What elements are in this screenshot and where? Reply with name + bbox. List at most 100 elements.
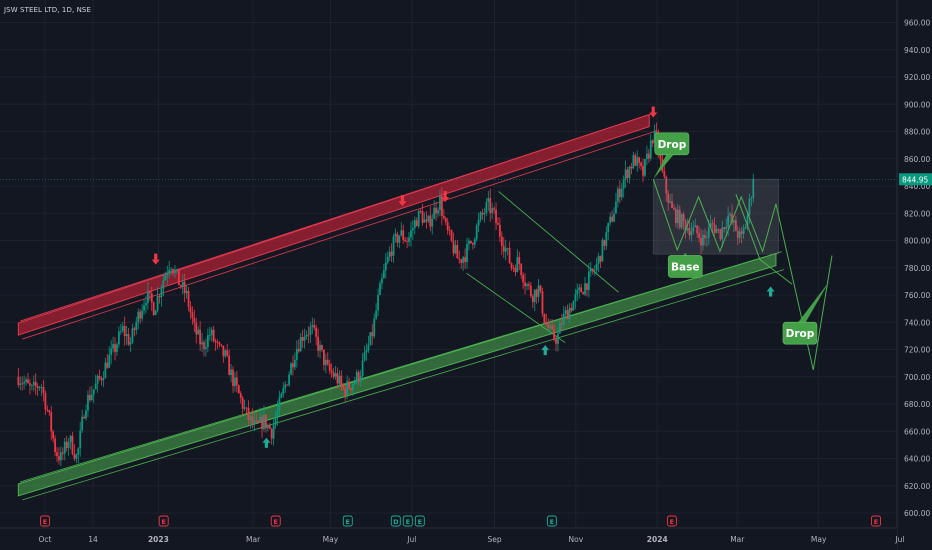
candle-down [682, 214, 685, 221]
candle-up [32, 381, 35, 386]
time-axis[interactable]: Oct 14 2023 Mar May Jul Sep Nov 2024 Mar May Jul [0, 527, 905, 550]
candle-up [110, 348, 113, 355]
candle-down [671, 201, 673, 208]
candle-up [605, 232, 608, 246]
candle-up [208, 335, 211, 336]
symbol-header[interactable]: JSW STEEL LTD, 1D, NSE [4, 6, 91, 14]
earnings-marker[interactable]: D [390, 515, 401, 527]
candle-down [731, 213, 733, 223]
candle-up [131, 328, 134, 343]
candle-up [305, 334, 308, 337]
candle-down [396, 233, 399, 243]
candle-down [133, 328, 136, 330]
candle-up [185, 290, 188, 294]
candle-up [410, 230, 412, 238]
earnings-marker-box [402, 515, 413, 527]
candle-down [214, 340, 217, 343]
candle-up [77, 448, 80, 455]
candle-up [164, 275, 167, 281]
resistance-channel-outer-line [22, 130, 658, 340]
candle-down [123, 326, 126, 337]
candle-down [665, 176, 668, 194]
last-price-badge[interactable]: 844.95 [899, 173, 932, 186]
candle-up [589, 268, 592, 272]
candle-up [266, 424, 269, 429]
earnings-marker[interactable]: E [666, 515, 677, 527]
candle-down [675, 209, 677, 224]
candle-down [336, 373, 339, 384]
red-arrow-3 [441, 190, 450, 202]
candle-down [642, 165, 644, 176]
candle-up [392, 236, 395, 256]
callout-1[interactable]: Drop [653, 132, 690, 180]
candle-up [40, 387, 43, 388]
candle-down [531, 296, 534, 303]
candle-up [59, 452, 62, 461]
callout-3[interactable]: Drop [782, 281, 830, 345]
earnings-marker[interactable]: E [270, 515, 281, 527]
candle-down [402, 230, 405, 240]
price-tick-label: 900.00 [904, 100, 930, 109]
candle-down [21, 383, 24, 385]
candle-up [334, 373, 337, 377]
candle-up [174, 270, 176, 274]
earnings-marker[interactable]: E [402, 515, 413, 527]
candle-up [382, 270, 385, 279]
candle-up [23, 381, 26, 384]
candle-down [237, 385, 240, 394]
earnings-marker[interactable]: E [342, 515, 353, 527]
price-axis[interactable]: 960.00 940.00 920.00 900.00 880.00 860.00 840.… [896, 0, 932, 550]
candle-down [415, 220, 418, 227]
candle-up [752, 179, 755, 199]
candle-up [680, 214, 683, 228]
candle-up [733, 220, 735, 223]
candle-up [102, 378, 105, 381]
earnings-marker[interactable]: E [546, 515, 557, 527]
candle-up [234, 377, 236, 387]
callout-2[interactable]: Base [667, 252, 703, 278]
candle-up [352, 384, 354, 390]
candle-up [572, 301, 575, 311]
candle-down [239, 393, 242, 398]
candle-down [106, 362, 109, 368]
price-tick-label: 640.00 [904, 455, 930, 464]
candle-down [321, 345, 323, 350]
candle-down [450, 230, 453, 241]
green-arrow-3 [766, 286, 775, 297]
candle-up [168, 269, 171, 274]
earnings-marker-box [342, 515, 353, 527]
green-arrow-2-head [541, 345, 550, 351]
earnings-marker-box [414, 515, 425, 527]
earnings-marker[interactable]: E [40, 515, 50, 527]
candle-up [644, 159, 646, 176]
candle-up [274, 418, 277, 426]
earnings-marker[interactable]: E [871, 515, 881, 527]
earnings-marker-label: E [274, 518, 278, 526]
time-axis-bg [0, 528, 897, 550]
candle-up [75, 454, 78, 459]
candle-up [417, 210, 420, 227]
earnings-marker[interactable]: E [158, 515, 169, 527]
candle-up [293, 359, 296, 368]
candle-down [446, 222, 449, 231]
candle-up [141, 310, 144, 319]
candle-down [688, 227, 691, 236]
candle-up [646, 153, 648, 160]
candle-up [707, 227, 710, 238]
candle-down [452, 240, 455, 254]
candle-up [636, 157, 639, 166]
candle-up [613, 213, 615, 222]
candle-down [247, 407, 250, 421]
candle-down [528, 284, 530, 286]
earnings-marker-box [40, 515, 50, 527]
candle-up [67, 441, 70, 449]
earnings-marker[interactable]: E [414, 515, 425, 527]
time-tick-label: Jul [894, 535, 904, 544]
support-channel [17, 252, 777, 497]
candle-down [535, 289, 538, 297]
candle-down [340, 375, 343, 385]
candle-down [371, 332, 374, 337]
earnings-marker-label: E [550, 518, 554, 526]
candle-down [27, 379, 29, 384]
